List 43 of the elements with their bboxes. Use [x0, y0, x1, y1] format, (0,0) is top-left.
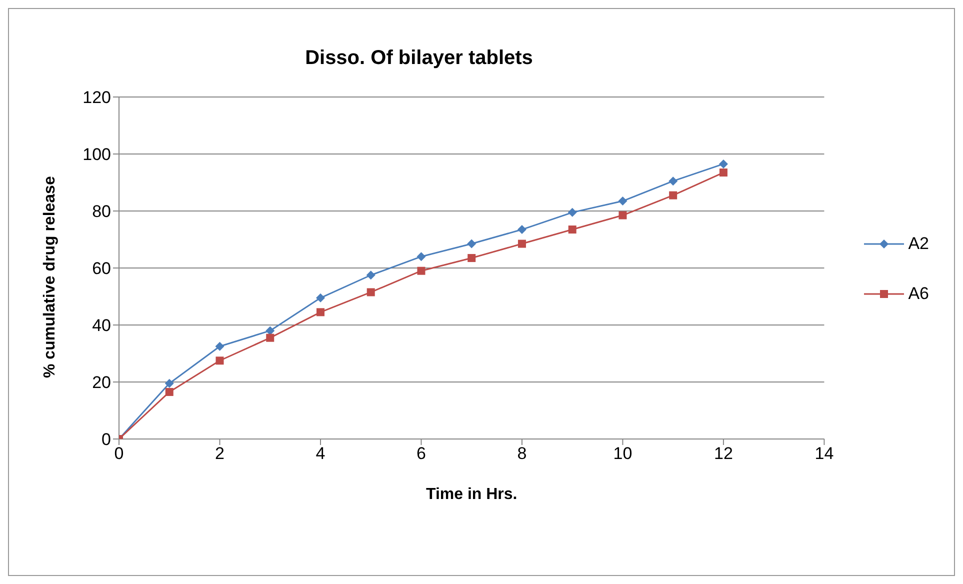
- point: [517, 225, 526, 234]
- point: [719, 168, 728, 177]
- point: [216, 356, 224, 365]
- y-tick-label: 60: [92, 259, 111, 278]
- y-tick-label: 20: [92, 373, 111, 392]
- x-tick-label: 10: [613, 444, 632, 464]
- point: [618, 211, 627, 220]
- point: [215, 342, 224, 351]
- point: [366, 288, 375, 296]
- point: [669, 191, 678, 200]
- legend-label: A2: [908, 234, 929, 254]
- point: [366, 270, 376, 280]
- point: [668, 176, 678, 186]
- x-tick-label: 12: [714, 444, 733, 464]
- point: [266, 334, 274, 342]
- chart-title: Disso. Of bilayer tablets: [304, 47, 534, 70]
- y-axis-title: % cumulative drug release: [42, 176, 59, 378]
- point: [165, 388, 174, 396]
- x-tick-label: 14: [814, 444, 834, 464]
- point: [518, 240, 526, 248]
- x-tick-label: 0: [114, 444, 124, 464]
- point: [618, 196, 628, 206]
- y-tick-label: 100: [82, 145, 111, 164]
- y-tick-label: 120: [82, 88, 111, 108]
- x-tick-label: 2: [215, 444, 224, 464]
- point: [316, 308, 324, 316]
- point: [417, 266, 426, 275]
- point: [568, 208, 577, 217]
- legend-label: A6: [908, 284, 929, 304]
- y-tick-label: 80: [92, 202, 111, 222]
- point: [468, 254, 476, 262]
- point: [316, 293, 325, 302]
- x-tick-label: 8: [517, 444, 527, 464]
- y-tick-label: 40: [92, 316, 111, 336]
- x-tick-label: 4: [316, 444, 326, 464]
- y-tick-label: 0: [102, 430, 111, 450]
- point: [718, 159, 728, 168]
- x-tick-label: 6: [416, 444, 426, 464]
- point: [164, 378, 174, 388]
- point: [568, 226, 576, 234]
- point: [467, 239, 476, 248]
- point: [416, 252, 426, 262]
- x-axis-title: Time in Hrs.: [426, 486, 518, 503]
